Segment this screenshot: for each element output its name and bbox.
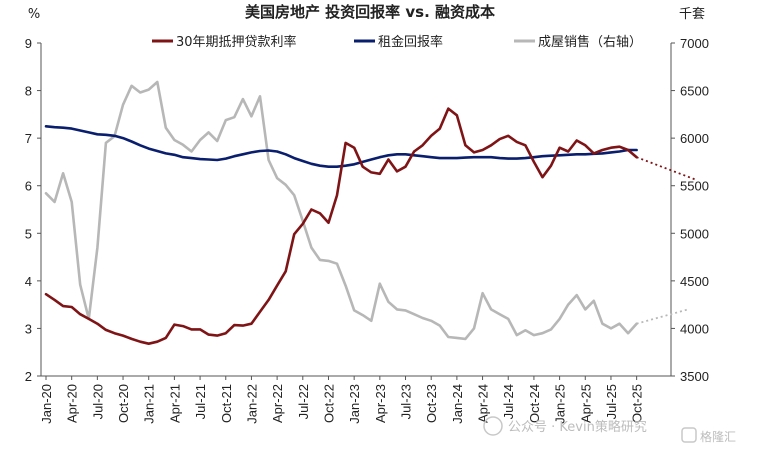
series-line-0 — [44, 107, 638, 346]
x-tick-label: Jan-24 — [450, 384, 465, 424]
x-tick-label: Apr-20 — [65, 384, 80, 423]
left-tick-label: 5 — [25, 226, 32, 241]
x-tick-label: Apr-25 — [578, 384, 593, 423]
x-tick-label: Apr-23 — [373, 384, 388, 423]
legend-label-existing-home-sales: 成屋销售（右轴） — [538, 34, 642, 50]
watermark: 公众号 · Kevin策略研究 格隆汇 — [483, 416, 736, 444]
x-tick-label: Jul-22 — [296, 384, 311, 419]
left-tick-label: 6 — [25, 179, 32, 194]
watermark-logo: 格隆汇 — [700, 429, 736, 444]
left-tick-label: 3 — [25, 321, 32, 336]
left-axis-ticks: 2 3 4 5 6 7 8 9 — [25, 36, 41, 384]
right-tick-label: 7000 — [680, 36, 709, 51]
watermark-wechat: 公众号 · Kevin策略研究 — [508, 419, 647, 435]
x-tick-label: Jul-21 — [193, 384, 208, 419]
right-tick-label: 4000 — [680, 321, 709, 336]
x-tick-label: Jan-20 — [39, 384, 54, 424]
x-tick-label: Jul-25 — [604, 384, 619, 419]
right-tick-label: 5500 — [680, 179, 709, 194]
legend-label-mortgage: 30年期抵押贷款利率 — [176, 34, 297, 50]
x-tick-label: Jul-20 — [90, 384, 105, 419]
series-projection-0 — [636, 156, 697, 181]
right-tick-label: 3500 — [680, 369, 709, 384]
x-tick-label: Oct-22 — [321, 384, 336, 423]
legend: 30年期抵押贷款利率 租金回报率 成屋销售（右轴） — [152, 34, 642, 50]
right-axis-unit: 千套 — [679, 6, 705, 22]
x-tick-label: Jan-21 — [142, 384, 157, 424]
x-tick-label: Jan-25 — [553, 384, 568, 424]
series-line-2 — [44, 80, 638, 341]
x-tick-label: Apr-24 — [476, 384, 491, 423]
x-tick-label: Apr-21 — [167, 384, 182, 423]
left-tick-label: 7 — [25, 131, 32, 146]
left-tick-label: 8 — [25, 84, 32, 99]
x-tick-label: Oct-20 — [116, 384, 131, 423]
left-tick-label: 4 — [25, 274, 32, 289]
x-tick-label: Oct-23 — [424, 384, 439, 423]
series-line-1 — [44, 125, 638, 168]
right-axis-ticks: 3500 4000 4500 5000 5500 6000 6500 7000 — [671, 36, 709, 384]
wechat-icon — [483, 416, 503, 436]
series-projection-2 — [636, 308, 689, 325]
x-tick-label: Oct-25 — [630, 384, 645, 423]
logo-icon — [681, 427, 697, 443]
right-tick-label: 6000 — [680, 131, 709, 146]
legend-label-rent-yield: 租金回报率 — [378, 34, 443, 50]
left-axis-unit: % — [28, 7, 40, 22]
right-tick-label: 4500 — [680, 274, 709, 289]
x-tick-label: Oct-24 — [527, 384, 542, 423]
x-tick-label: Oct-21 — [219, 384, 234, 423]
x-tick-label: Jul-24 — [501, 384, 516, 419]
right-tick-label: 5000 — [680, 226, 709, 241]
left-tick-label: 2 — [25, 369, 32, 384]
x-tick-label: Jul-23 — [399, 384, 414, 419]
series-layer — [44, 80, 697, 346]
x-tick-label: Jan-22 — [244, 384, 259, 424]
left-tick-label: 9 — [25, 36, 32, 51]
chart-title: 美国房地产 投资回报率 vs. 融资成本 — [245, 3, 495, 21]
x-axis-ticks: Jan-20 Apr-20 Jul-20 Oct-20 Jan-21 Apr-21 Jul-… — [39, 376, 645, 424]
x-tick-label: Apr-22 — [270, 384, 285, 423]
right-tick-label: 6500 — [680, 84, 709, 99]
x-tick-label: Jan-23 — [347, 384, 362, 424]
